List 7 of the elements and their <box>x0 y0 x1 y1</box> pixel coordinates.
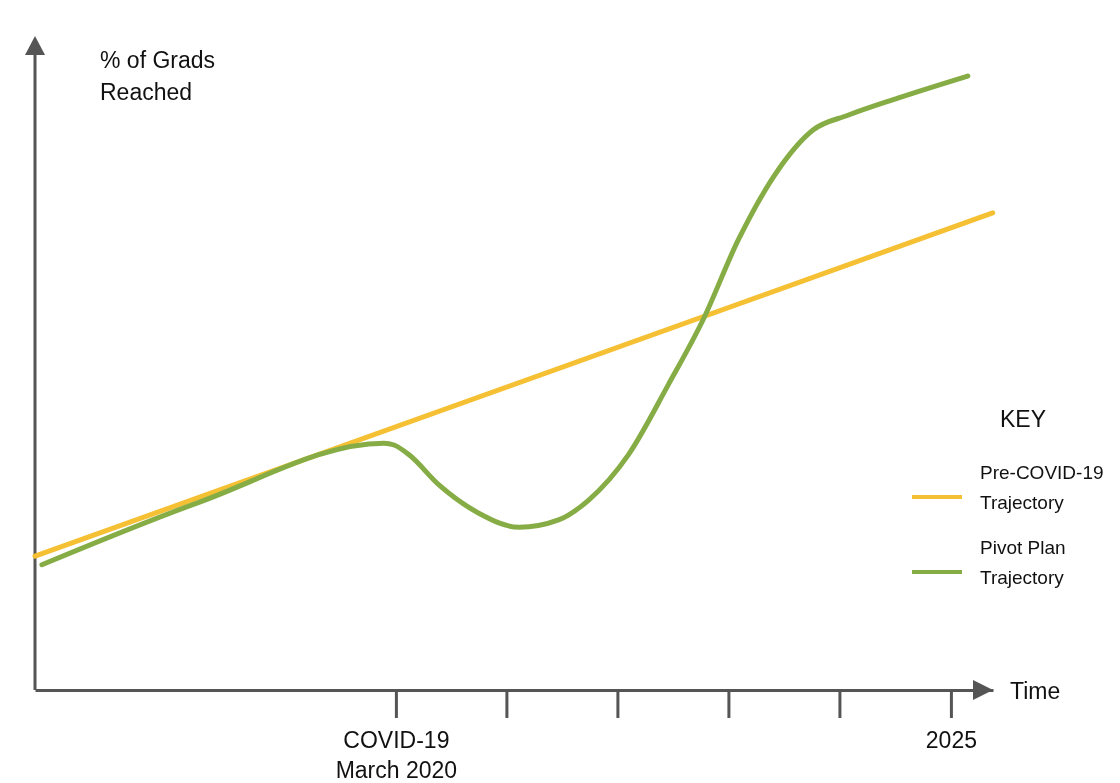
x-tick-label: 2025 <box>925 727 977 753</box>
y-axis-title: % of Grads Reached <box>100 47 216 105</box>
x-axis-title: Time <box>1010 678 1061 704</box>
legend-title: KEY <box>1000 406 1047 432</box>
x-tick-label: COVID-19 March 2020 <box>335 727 458 783</box>
legend-label: Pivot Plan Trajectory <box>980 537 1066 588</box>
legend-label: Pre-COVID-19 Trajectory <box>980 462 1104 513</box>
